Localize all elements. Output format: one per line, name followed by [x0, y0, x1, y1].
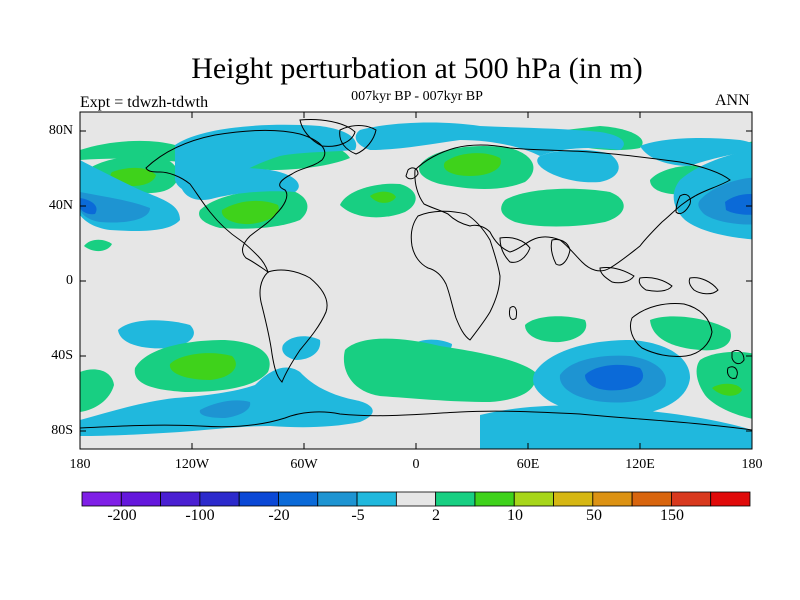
colorbar-label: 10 [507, 507, 523, 524]
anomaly-negative-north-pacific-core [80, 192, 150, 223]
anomaly-negative-northwest-pacific-center [725, 194, 752, 215]
colorbar-swatch [160, 491, 201, 507]
colorbar-swatch [356, 491, 397, 507]
colorbar-swatch [395, 491, 437, 507]
colorbar-label: -20 [268, 507, 290, 524]
colorbar-swatch [592, 491, 633, 507]
lon-tick-label: 180 [741, 457, 763, 472]
anomaly-positive-central-asia [501, 188, 624, 227]
lon-tick-label: 120E [625, 457, 655, 472]
colorbar-label: -5 [351, 507, 365, 524]
colorbar-label: 2 [432, 507, 440, 524]
colorbar-swatch [199, 491, 240, 507]
anomaly-positive-southwest-pacific-core [712, 383, 742, 396]
colorbar-swatch [278, 491, 319, 507]
colorbar-swatch [474, 491, 515, 507]
colorbar-swatch [513, 491, 554, 507]
colorbar-swatch [120, 491, 161, 507]
anomaly-negative-arctic-east [355, 122, 624, 156]
lon-tick-label: 60W [290, 457, 318, 472]
coastlines [80, 119, 752, 431]
lat-tick-label: 80S [51, 423, 73, 438]
anomaly-negative-north-pacific-center [80, 198, 97, 215]
lat-tick-label: 80N [48, 123, 73, 138]
colorbar-swatch [81, 491, 122, 507]
anomaly-negative-south-indian-center [585, 364, 644, 391]
colorbar-swatch [553, 491, 594, 507]
colorbar-label: 150 [660, 507, 684, 524]
anomaly-negative-southern-ocean-core [199, 400, 251, 418]
colorbar-label: -200 [107, 507, 137, 524]
lon-tick-label: 0 [412, 457, 420, 472]
colorbar-swatch [710, 491, 751, 507]
season-label: ANN [715, 92, 750, 109]
anomaly-positive-far-west-pacific [80, 369, 114, 412]
lat-tick-label: 40N [48, 198, 73, 213]
chart-title: Height perturbation at 500 hPa (in m) [191, 52, 643, 85]
anomaly-negative-arctic-far-east [640, 138, 752, 166]
anomaly-positive-indian-ocean [525, 316, 587, 343]
colorbar-label: -100 [185, 507, 215, 524]
lat-tick-label: 0 [66, 273, 73, 288]
anomaly-positive-south-atlantic [343, 338, 536, 402]
anomaly-positive-north-america-core [221, 200, 279, 225]
anomaly-negative-siberia [537, 149, 619, 183]
axis-ticks [80, 112, 752, 449]
contour-field [80, 122, 752, 449]
colorbar-label: 50 [586, 507, 602, 524]
anomaly-positive-south-pacific-core [169, 353, 236, 380]
lat-tick-label: 40S [51, 348, 73, 363]
anomaly-negative-antarctic-east [480, 405, 752, 449]
anomaly-positive-pacific-west [84, 239, 112, 252]
experiment-label: Expt = tdwzh-tdwth [80, 94, 209, 111]
colorbar-swatch [435, 491, 476, 507]
colorbar-swatch [631, 491, 672, 507]
colorbar [81, 491, 751, 507]
lon-tick-label: 120W [174, 457, 210, 472]
lon-tick-label: 60E [516, 457, 540, 472]
colorbar-swatch [238, 491, 279, 507]
anomaly-positive-europe-core [443, 153, 501, 176]
lon-tick-label: 180 [69, 457, 91, 472]
anomaly-positive-north-atlantic-core [370, 191, 396, 203]
colorbar-swatch [317, 491, 358, 507]
anomaly-negative-central-america [180, 167, 299, 200]
chart-subtitle: 007kyr BP - 007kyr BP [351, 89, 483, 104]
colorbar-swatch [671, 491, 712, 507]
anomaly-negative-east-pacific [118, 320, 194, 349]
